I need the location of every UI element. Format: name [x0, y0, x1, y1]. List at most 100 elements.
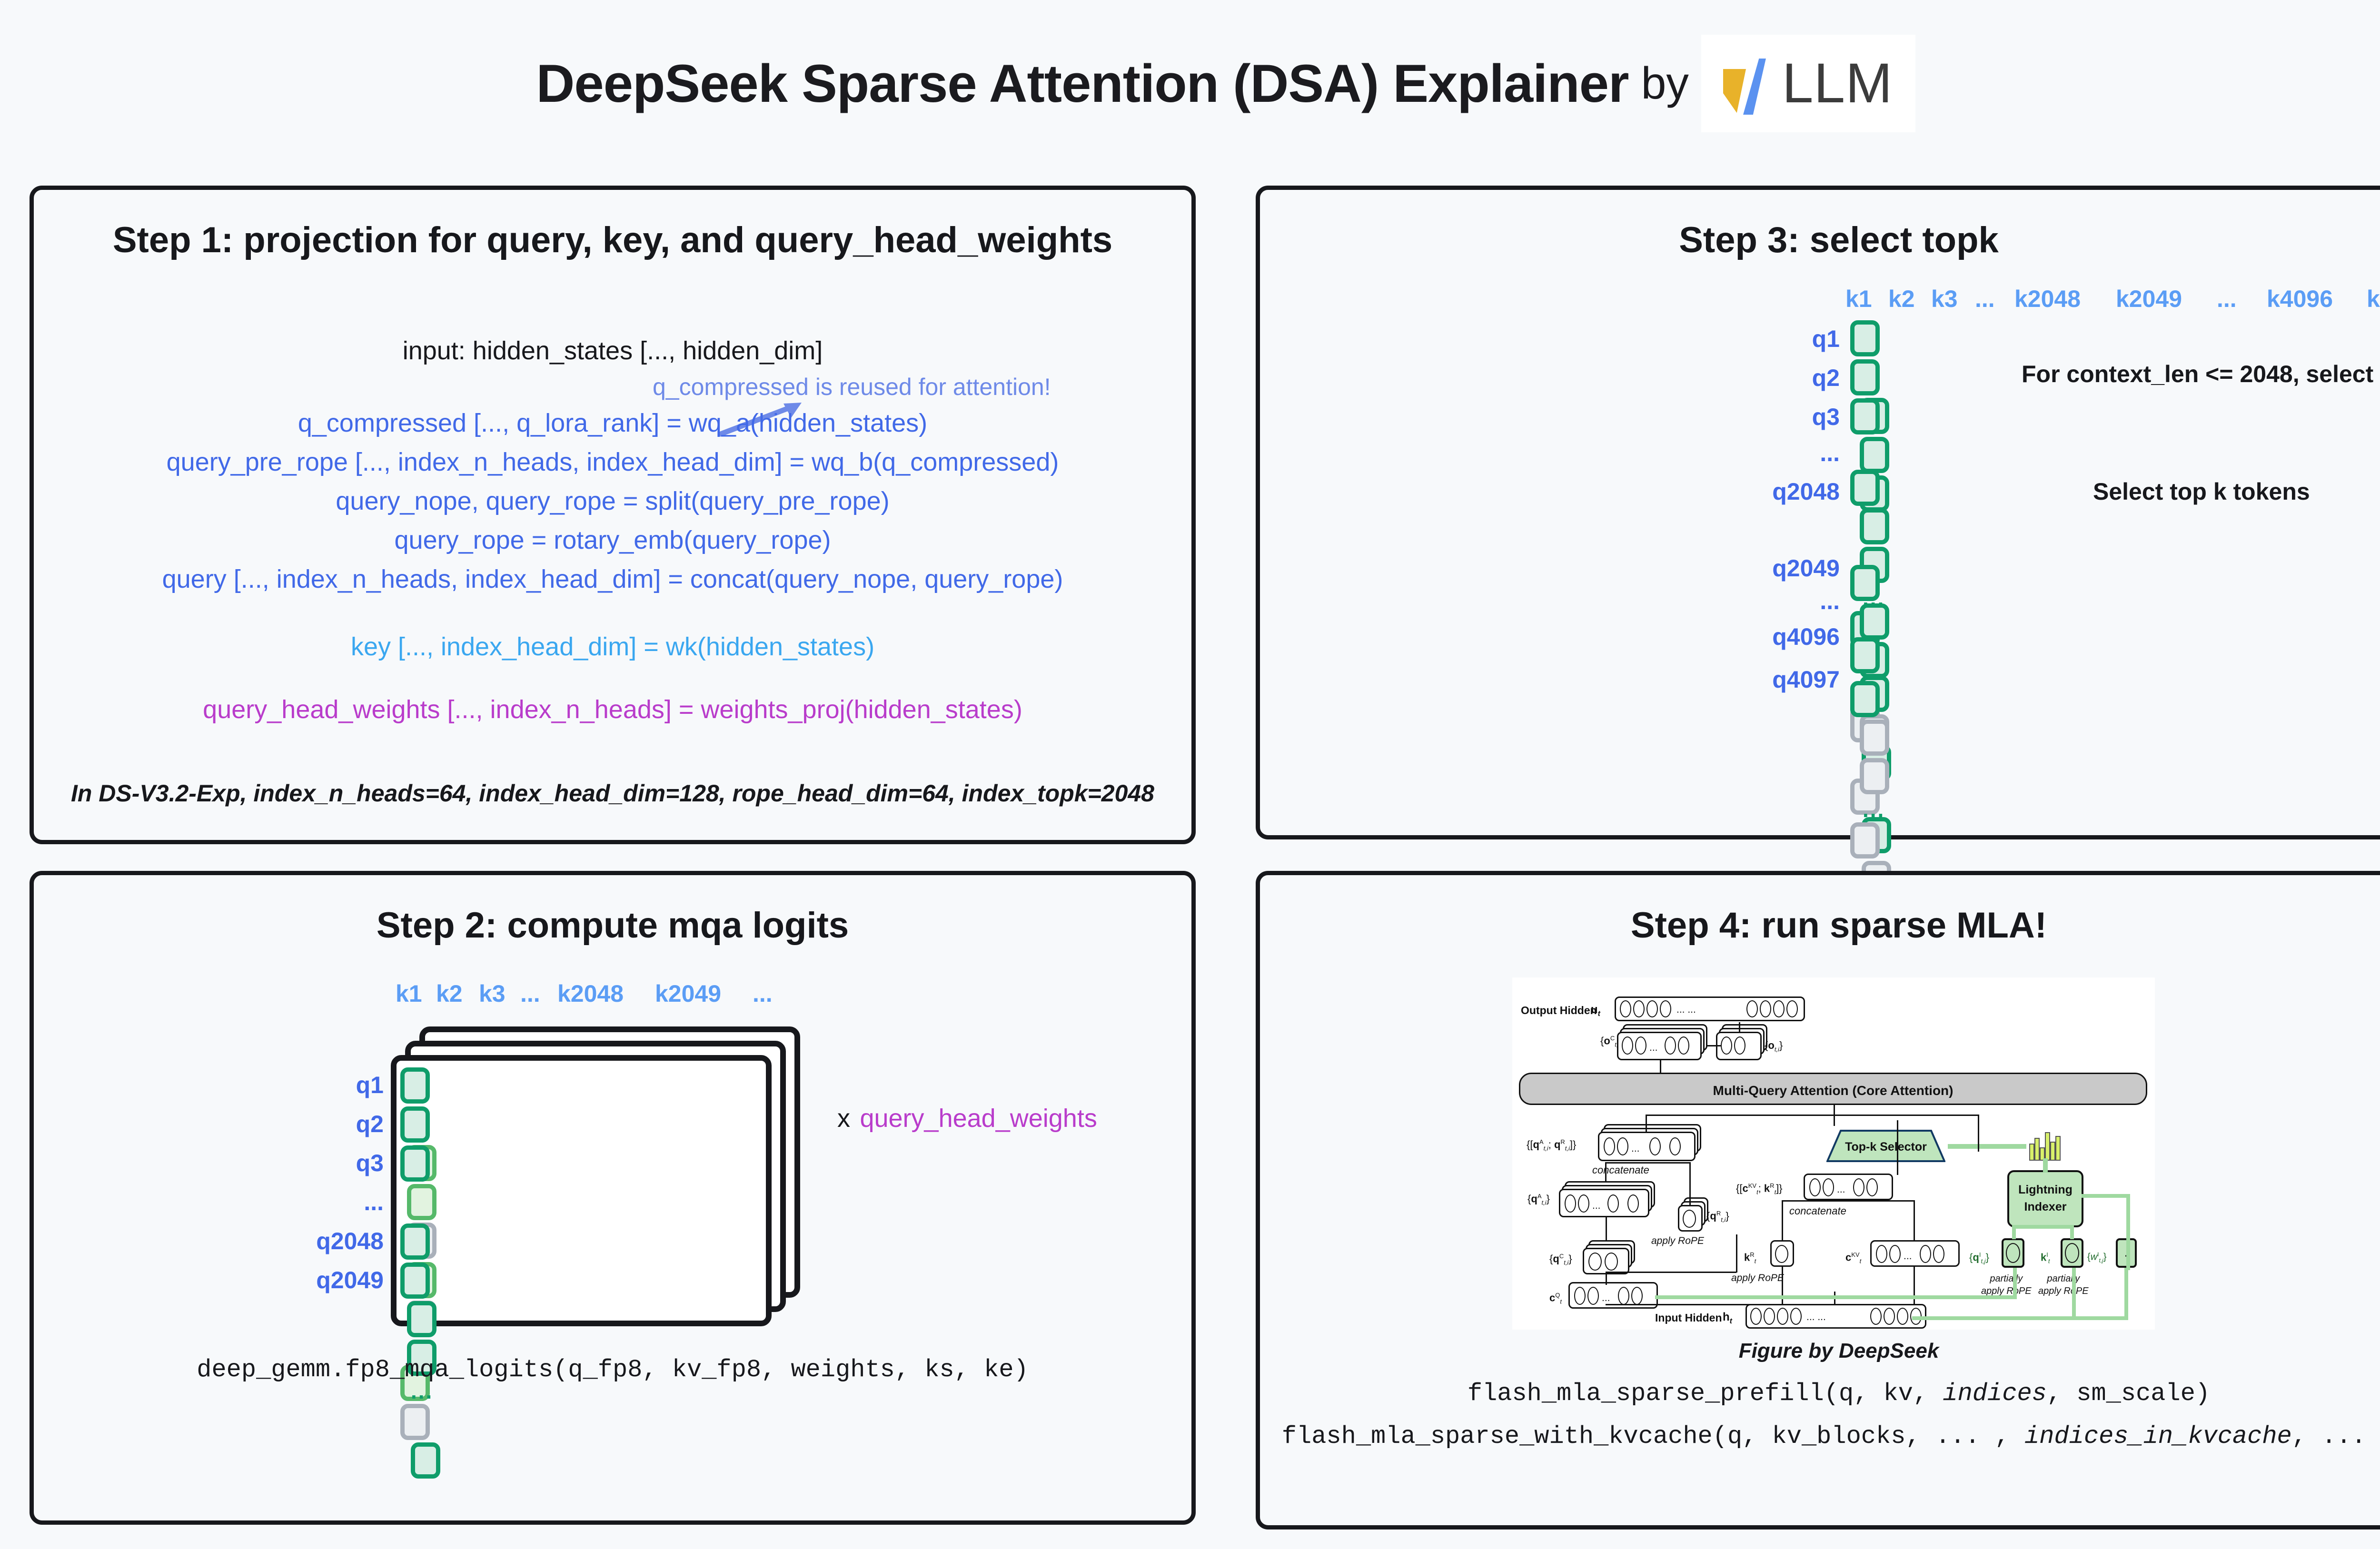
grid-ellipsis: ...: [411, 1379, 434, 1403]
grid-cell: [407, 1301, 436, 1337]
step2-row-q2048: q2048: [316, 1228, 384, 1254]
fig-mqa-bar: [1519, 1073, 2147, 1105]
step2-multiply-annotation: x query_head_weights: [837, 1104, 1097, 1133]
fig-oti-label: {ot,i}: [1765, 1039, 1783, 1053]
fig-qi-label: {qIt,j}: [1969, 1251, 1989, 1265]
grid-cell: [1860, 437, 1889, 473]
grid-cell: [1860, 720, 1889, 756]
fig-dots8: ... ...: [1806, 1312, 1826, 1322]
fig-dots4: ...: [1592, 1200, 1601, 1211]
page-title: DeepSeek Sparse Attention (DSA) Explaine…: [536, 53, 1629, 113]
grid-cell: [400, 1106, 430, 1143]
step3-row-q2049: q2049: [1772, 555, 1840, 582]
vllm-checkmark-icon: [1720, 53, 1774, 115]
step2-row-q2: q2: [356, 1111, 384, 1137]
fig-topk-shape: [1826, 1130, 1945, 1162]
grid-cell: [1850, 398, 1880, 434]
grid-cell: [1850, 359, 1880, 395]
step1-line-concat: query [..., index_n_heads, index_head_di…: [162, 565, 1063, 593]
step3-col-k1: k1: [1845, 286, 1872, 312]
step2-col-k2048: k2048: [557, 980, 624, 1007]
fig-dots: ... ...: [1676, 1004, 1696, 1015]
fig-dots5: ...: [1602, 1292, 1610, 1303]
fig-apply-rope-1: apply RoPE: [1651, 1235, 1704, 1246]
step2-code: deep_gemm.fp8_mqa_logits(q_fp8, kv_fp8, …: [197, 1356, 1029, 1384]
fig-dot-symbol: ·: [2124, 1248, 2128, 1263]
step4-figure-caption: Figure by DeepSeek: [1738, 1339, 1939, 1362]
step1-line-input: input: hidden_states [..., hidden_dim]: [402, 336, 823, 365]
fig-concatenate-1: concatenate: [1592, 1164, 1649, 1176]
grid-cell: [400, 1404, 430, 1440]
fig-kr-label: kRt: [1744, 1251, 1756, 1265]
fig-qa-qr-label: {[qAt,i; qRt,i]}: [1527, 1138, 1577, 1152]
histogram-icon: [2029, 1132, 2061, 1161]
fig-u-symbol: ut: [1591, 1003, 1600, 1018]
table-row: [1850, 320, 1880, 359]
step3-row-q4097: q4097: [1772, 666, 1840, 693]
step3-row-q2: q2: [1812, 365, 1840, 391]
fig-mqa-label: Multi-Query Attention (Core Attention): [1713, 1083, 1954, 1098]
fig-h-symbol: ht: [1723, 1311, 1732, 1325]
grid-cell: [1850, 822, 1880, 858]
step2-col-k2049: k2049: [655, 980, 722, 1007]
step2-col-k3: k3: [479, 980, 506, 1007]
fig-wi-label: {wIt,j}: [2087, 1251, 2107, 1264]
step1-callout: q_compressed is reused for attention!: [653, 374, 1051, 400]
table-row: [400, 1067, 430, 1106]
grid-ellipsis: ...: [1863, 797, 1885, 822]
fig-dots7: ...: [1904, 1251, 1912, 1262]
step3-row-labels: q1 q2 q3 ... q2048 q2049 ... q4096 q4097: [1736, 319, 1840, 701]
step3-note-context-len: For context_len <= 2048, select all toke…: [2022, 361, 2380, 387]
page-title-by: by: [1641, 58, 1689, 109]
fig-partially-rope-2: partially apply RoPE: [2038, 1273, 2089, 1296]
step1-line-head-weights: query_head_weights [..., index_n_heads] …: [203, 695, 1022, 724]
panel-step-3: Step 3: select topk k1 k2 k3 ... k2048 k…: [1256, 186, 2380, 1027]
step1-line-key: key [..., index_head_dim] = wk(hidden_st…: [350, 632, 875, 661]
grid-cell: [400, 1145, 430, 1182]
grid-cell: [1850, 681, 1880, 717]
step3-row-q3: q3: [1812, 404, 1840, 430]
step3-col-dots2: ...: [2217, 286, 2237, 312]
step3-col-k4097: k4097: [2367, 286, 2380, 312]
step4-title: Step 4: run sparse MLA!: [1630, 905, 2047, 946]
grid-cell: [1850, 320, 1880, 356]
step3-col-dots1: ...: [1975, 286, 1995, 312]
panel-step-2: Step 2: compute mqa logits k1 k2 k3 ... …: [30, 871, 1196, 1525]
fig-dots2: ...: [1649, 1042, 1658, 1053]
fig-partially-rope-1: partially apply RoPE: [1981, 1273, 2032, 1296]
step3-row-dots1: ...: [1820, 440, 1840, 466]
deepseek-mla-figure: Output Hidden ut ... ... {oCt,i} ...: [1512, 977, 2155, 1330]
fig-input-hidden-label: Input Hidden: [1655, 1312, 1722, 1324]
grid-cell: [1860, 758, 1889, 794]
fig-topk-label: Top-k Selector: [1845, 1140, 1927, 1154]
step3-col-k3: k3: [1931, 286, 1958, 312]
panel-step-1: Step 1: projection for query, key, and q…: [30, 186, 1196, 844]
grid-cell: [1850, 637, 1880, 673]
table-row: ...: [400, 1263, 444, 1481]
step2-title: Step 2: compute mqa logits: [376, 905, 849, 946]
step1-footnote: In DS-V3.2-Exp, index_n_heads=64, index_…: [70, 780, 1154, 807]
grid-cell: [411, 1442, 440, 1479]
fig-concatenate-2: concatenate: [1789, 1205, 1846, 1217]
step3-col-k4096: k4096: [2267, 286, 2333, 312]
fig-dots6: ...: [1837, 1184, 1845, 1195]
step2-col-dots1: ...: [520, 980, 540, 1007]
grid-cell: [1860, 508, 1889, 544]
step3-note-topk: Select top k tokens: [2093, 478, 2310, 505]
step3-col-k2049: k2049: [2116, 286, 2182, 312]
callout-arrow-icon: [718, 403, 802, 437]
fig-qr-label: {qRt,i}: [1706, 1210, 1729, 1223]
step1-line-rotary: query_rope = rotary_emb(query_rope): [394, 526, 831, 554]
fig-apply-rope-2: apply RoPE: [1731, 1273, 1784, 1283]
grid-cell: [407, 1340, 436, 1376]
step2-col-dots2: ...: [753, 980, 773, 1007]
step3-col-k2048: k2048: [2014, 286, 2081, 312]
fig-ckv-label: cKVt: [1845, 1251, 1862, 1265]
step2-row-dots: ...: [364, 1189, 384, 1215]
fig-ki-label: kIt: [2041, 1251, 2050, 1265]
step4-code-prefill: flash_mla_sparse_prefill(q, kv, indices,…: [1467, 1380, 2211, 1408]
step2-row-q2049: q2049: [316, 1267, 384, 1293]
step2-row-labels: q1 q2 q3 ... q2048 q2049: [300, 1066, 384, 1300]
step1-title: Step 1: projection for query, key, and q…: [112, 220, 1113, 260]
step2-row-q3: q3: [356, 1150, 384, 1176]
